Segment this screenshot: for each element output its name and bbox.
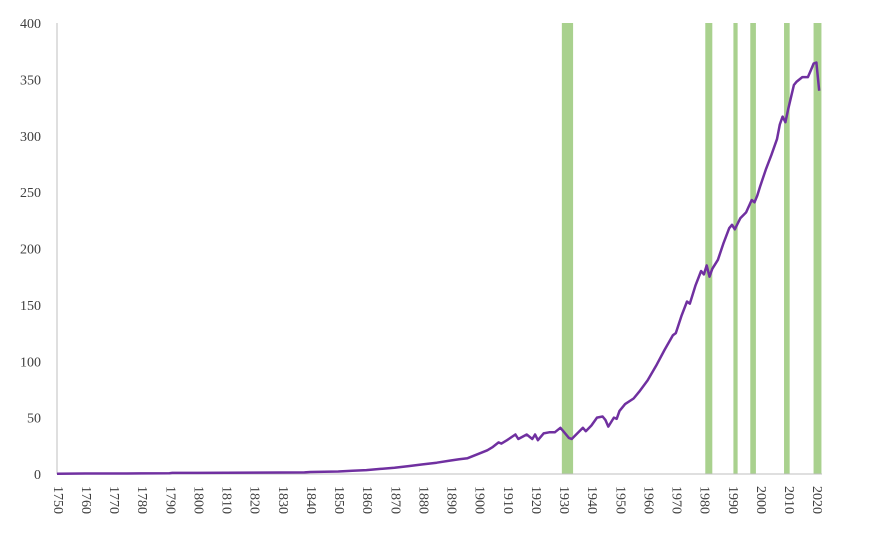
x-tick-label: 1840 [303,486,318,514]
x-tick-label: 1870 [387,486,402,514]
x-tick-label: 1750 [50,486,65,514]
x-tick-label: 1770 [106,486,121,514]
x-tick-label: 1860 [359,486,374,514]
x-tick-label: 1930 [556,486,571,514]
shaded-period-4 [784,23,790,474]
x-tick-label: 1790 [162,486,177,514]
y-tick-label: 100 [20,355,41,370]
x-tick-label: 1760 [78,486,93,514]
y-tick-label: 50 [27,412,41,427]
y-tick-label: 200 [20,243,41,258]
x-tick-label: 1910 [500,486,515,514]
x-tick-label: 1940 [584,486,599,514]
y-tick-label: 300 [20,130,41,145]
x-tick-label: 1780 [134,486,149,514]
shaded-periods [561,23,822,474]
x-tick-label: 1850 [331,486,346,514]
shaded-period-5 [813,23,822,474]
y-tick-label: 150 [20,299,41,314]
x-tick-label: 1880 [415,486,430,514]
x-tick-label: 2020 [809,486,824,514]
series-group [56,61,821,475]
series-line-0 [56,61,821,475]
y-tick-label: 350 [20,73,41,88]
x-tick-label: 1980 [697,486,712,514]
shaded-period-3 [750,23,756,474]
y-tick-label: 0 [34,468,41,483]
x-tick-label: 2010 [781,486,796,514]
x-axis-ticks: 1750 1760 1770 1780 1790 1800 1810 1820 1830 1840… [50,486,824,514]
y-tick-label: 400 [20,17,41,32]
x-tick-label: 1900 [472,486,487,514]
x-tick-label: 1830 [275,486,290,514]
x-tick-label: 1800 [190,486,205,514]
shaded-period-1 [705,23,713,474]
y-tick-label: 250 [20,186,41,201]
x-tick-label: 1820 [247,486,262,514]
shaded-period-0 [561,23,574,474]
x-tick-label: 1950 [612,486,627,514]
x-tick-label: 1920 [528,486,543,514]
y-axis-ticks: 0 50 100 150 200 250 300 350 400 [20,17,41,483]
x-tick-label: 2000 [753,486,768,514]
x-tick-label: 1890 [444,486,459,514]
shaded-period-2 [733,23,738,474]
x-tick-label: 1970 [669,486,684,514]
x-tick-label: 1990 [725,486,740,514]
x-tick-label: 1810 [219,486,234,514]
x-tick-label: 1960 [640,486,655,514]
